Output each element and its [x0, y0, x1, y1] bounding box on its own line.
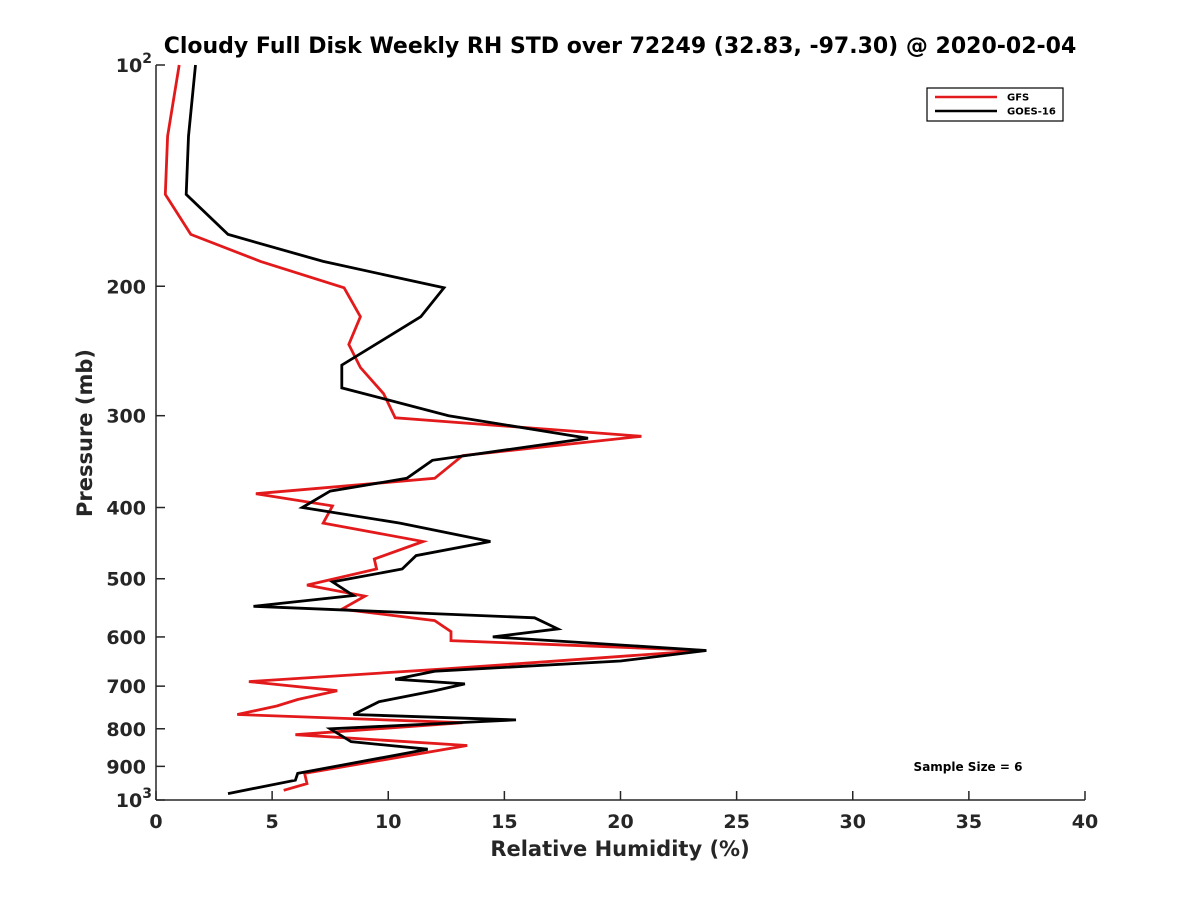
y-tick-label: 400	[106, 498, 146, 520]
x-axis-label: Relative Humidity (%)	[490, 837, 749, 861]
chart-title: Cloudy Full Disk Weekly RH STD over 7224…	[164, 34, 1077, 59]
series-line-goes-16	[184, 64, 707, 795]
legend-label: GOES-16	[1007, 107, 1056, 118]
y-axis-ticks: 102 200 300 400 500 600 700 800 900 103	[106, 51, 165, 812]
x-tick-label: 5	[266, 811, 279, 833]
series-layer	[163, 64, 707, 795]
x-tick-label: 35	[956, 811, 982, 833]
x-tick-label: 25	[723, 811, 749, 833]
y-tick-label: 700	[106, 676, 146, 698]
x-tick-label: 20	[607, 811, 633, 833]
legend-box	[926, 87, 1064, 122]
y-axis-label: Pressure (mb)	[73, 349, 97, 517]
legend: GFS GOES-16	[926, 87, 1064, 122]
legend-label: GFS	[1007, 93, 1029, 104]
y-tick-label: 500	[106, 569, 146, 591]
y-tick-label: 800	[106, 719, 146, 741]
y-tick-label: 102	[116, 51, 152, 77]
x-tick-label: 30	[840, 811, 866, 833]
series-line-gfs	[163, 64, 705, 792]
y-tick-label: 200	[106, 276, 146, 298]
y-tick-label: 600	[106, 627, 146, 649]
y-tick-label: 103	[116, 786, 152, 812]
x-tick-label: 15	[491, 811, 517, 833]
y-tick-label: 900	[106, 756, 146, 778]
sample-size-annotation: Sample Size = 6	[914, 760, 1023, 774]
x-tick-label: 40	[1072, 811, 1098, 833]
y-tick-label: 300	[106, 406, 146, 428]
x-axis-ticks: 0 5 10 15 20 25 30 35 40	[149, 791, 1098, 833]
x-tick-label: 10	[375, 811, 401, 833]
x-tick-label: 0	[149, 811, 162, 833]
